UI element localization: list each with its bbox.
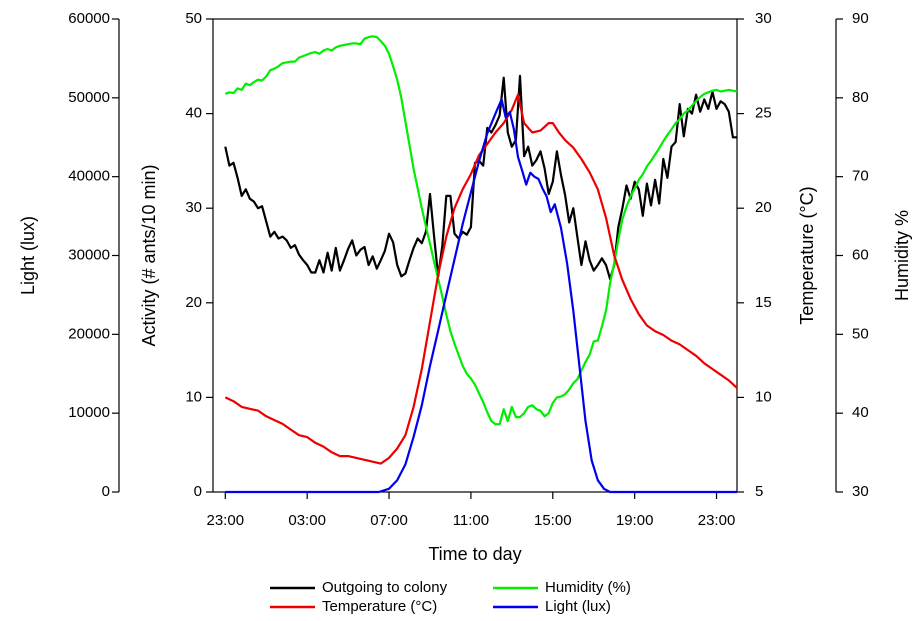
humidity-tick-label: 50 (852, 325, 869, 342)
temperature-tick-label: 20 (755, 199, 772, 216)
humidity-tick-label: 90 (852, 10, 869, 27)
x-tick-label: 19:00 (616, 512, 654, 529)
x-tick-label: 07:00 (370, 512, 408, 529)
light-axis: 0 10000 20000 30000 40000 50000 60000 (68, 10, 120, 500)
light-tick-label: 20000 (68, 325, 110, 342)
light-tick-label: 60000 (68, 10, 110, 27)
activity-tick-label: 10 (185, 388, 202, 405)
time-axis-label: Time to day (428, 544, 521, 564)
humidity-tick-label: 80 (852, 89, 869, 106)
activity-tick-label: 20 (185, 294, 202, 311)
activity-tick-label: 0 (194, 483, 202, 500)
x-tick-label: 15:00 (534, 512, 572, 529)
humidity-tick-label: 40 (852, 404, 869, 421)
temperature-tick-label: 30 (755, 10, 772, 27)
legend-label-outgoing-to-colony: Outgoing to colony (322, 579, 448, 596)
humidity-axis-label: Humidity % (892, 210, 912, 301)
light-tick-label: 50000 (68, 89, 110, 106)
activity-tick-label: 30 (185, 199, 202, 216)
humidity-axis: 30 40 50 60 70 80 90 (835, 10, 869, 500)
x-tick-label: 11:00 (453, 512, 489, 529)
x-tick-label: 03:00 (288, 512, 326, 529)
legend: Outgoing to colony Humidity (%) Temperatur… (270, 579, 631, 615)
temperature-tick-label: 15 (755, 294, 772, 311)
activity-axis: 0 10 20 30 40 50 (185, 10, 213, 500)
series-line-outgoing-to-colony (224, 74, 737, 281)
series-line-humidity (224, 35, 738, 426)
activity-tick-label: 40 (185, 105, 202, 122)
light-tick-label: 0 (102, 483, 110, 500)
activity-axis-label: Activity (# ants/10 min) (139, 164, 159, 346)
light-axis-label: Light (lux) (18, 216, 38, 295)
light-tick-label: 30000 (68, 246, 110, 263)
time-axis: 23:00 03:00 07:00 11:00 15:00 19:00 23:00 (207, 492, 736, 529)
temperature-tick-label: 10 (755, 388, 772, 405)
humidity-tick-label: 60 (852, 246, 869, 263)
activity-tick-label: 50 (185, 10, 202, 27)
legend-label-temperature-c: Temperature (°C) (322, 598, 437, 615)
light-tick-label: 40000 (68, 168, 110, 185)
legend-label-humidity: Humidity (%) (545, 579, 631, 596)
temperature-axis: 5 10 15 20 25 30 (737, 10, 772, 500)
series-line-light-lux (225, 98, 737, 494)
x-tick-label: 23:00 (698, 512, 736, 529)
temperature-axis-label: Temperature (°C) (797, 186, 817, 324)
light-tick-label: 10000 (68, 404, 110, 421)
humidity-tick-label: 30 (852, 483, 869, 500)
temperature-tick-label: 5 (755, 483, 763, 500)
humidity-tick-label: 70 (852, 168, 869, 185)
x-tick-label: 23:00 (207, 512, 245, 529)
series-layer (224, 35, 738, 494)
series-line-temperature-c (224, 93, 738, 465)
temperature-tick-label: 25 (755, 105, 772, 122)
legend-label-light-lux: Light (lux) (545, 598, 611, 615)
plot-frame (212, 18, 738, 493)
